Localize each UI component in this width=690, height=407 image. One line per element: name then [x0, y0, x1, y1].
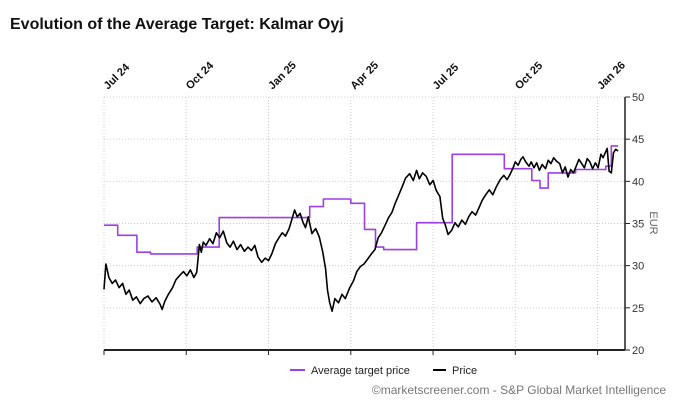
x-tick-label: Apr 25	[348, 59, 381, 92]
chart-title: Evolution of the Average Target: Kalmar …	[10, 16, 344, 33]
x-tick-label: Jan 26	[595, 59, 628, 92]
x-tick-label: Jul 25	[431, 62, 462, 93]
price-line	[103, 147, 619, 312]
legend-label-price: Price	[452, 365, 477, 377]
legend-label-average-target-price: Average target price	[311, 365, 410, 377]
x-tick-label: Jul 24	[102, 61, 133, 92]
y-tick-label: 20	[632, 345, 644, 357]
y-tick-label: 40	[632, 176, 644, 188]
average-target-price-line	[104, 145, 619, 255]
y-tick-label: 50	[632, 92, 644, 104]
y-tick-label: 45	[632, 134, 644, 146]
x-tick-label: Oct 25	[513, 60, 545, 92]
source-credit: ©marketscreener.com - S&P Global Market …	[371, 383, 666, 397]
y-tick-label: 30	[632, 261, 644, 273]
y-axis-label: EUR	[647, 211, 659, 234]
x-tick-label: Oct 24	[184, 59, 217, 92]
y-tick-label: 25	[632, 303, 644, 315]
x-tick-label: Jan 25	[266, 59, 299, 92]
y-tick-label: 35	[632, 219, 644, 231]
